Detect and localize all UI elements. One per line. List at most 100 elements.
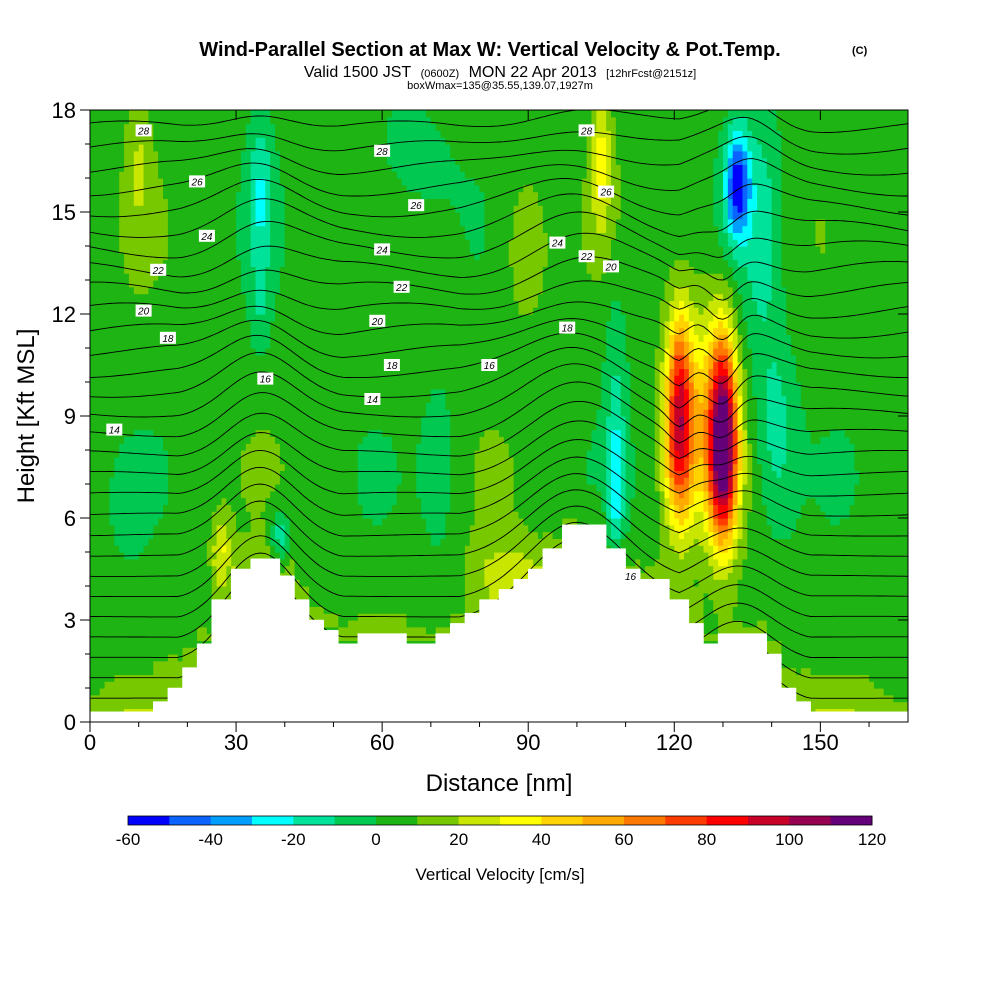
- velocity-cell: [313, 606, 320, 614]
- velocity-cell: [313, 429, 320, 437]
- velocity-cell: [114, 511, 120, 519]
- velocity-cell: [158, 130, 164, 138]
- velocity-cell: [124, 246, 130, 254]
- velocity-cell: [338, 450, 344, 458]
- velocity-cell: [313, 259, 320, 267]
- velocity-cell: [206, 558, 213, 567]
- velocity-cell: [177, 409, 184, 417]
- velocity-cell: [167, 511, 174, 519]
- velocity-cell: [177, 314, 184, 322]
- velocity-cell: [158, 314, 164, 322]
- velocity-cell: [221, 416, 227, 424]
- velocity-cell: [236, 123, 242, 131]
- velocity-cell: [250, 531, 257, 539]
- velocity-cell: [231, 422, 237, 431]
- velocity-cell: [128, 538, 135, 546]
- velocity-cell: [348, 586, 354, 594]
- velocity-cell: [109, 123, 115, 131]
- velocity-cell: [333, 232, 339, 240]
- velocity-cell: [226, 293, 232, 301]
- velocity-cell: [250, 484, 257, 492]
- velocity-cell: [338, 327, 344, 335]
- velocity-cell: [245, 178, 252, 186]
- velocity-cell: [211, 239, 218, 247]
- velocity-cell: [119, 293, 125, 301]
- velocity-cell: [133, 164, 140, 172]
- velocity-cell: [348, 341, 354, 349]
- velocity-cell: [148, 531, 154, 539]
- velocity-cell: [148, 450, 154, 458]
- velocity-cell: [99, 620, 106, 628]
- velocity-cell: [265, 212, 271, 220]
- velocity-cell: [299, 123, 305, 131]
- velocity-cell: [104, 579, 111, 587]
- velocity-cell: [245, 164, 252, 172]
- velocity-cell: [201, 280, 208, 288]
- velocity-cell: [138, 599, 145, 607]
- velocity-cell: [158, 484, 164, 492]
- velocity-cell: [333, 409, 339, 417]
- velocity-cell: [318, 300, 325, 308]
- velocity-cell: [323, 558, 330, 567]
- velocity-cell: [352, 518, 359, 526]
- velocity-cell: [255, 116, 262, 125]
- velocity-cell: [128, 164, 135, 172]
- velocity-cell: [124, 314, 130, 322]
- velocity-cell: [284, 395, 291, 403]
- velocity-cell: [138, 538, 145, 546]
- velocity-cell: [201, 116, 208, 125]
- velocity-cell: [109, 599, 115, 607]
- velocity-cell: [318, 450, 325, 458]
- velocity-cell: [318, 327, 325, 335]
- velocity-cell: [172, 232, 179, 240]
- velocity-cell: [104, 626, 111, 635]
- velocity-cell: [177, 327, 184, 335]
- velocity-cell: [318, 354, 325, 363]
- velocity-cell: [236, 456, 242, 465]
- velocity-cell: [348, 144, 354, 152]
- velocity-cell: [124, 490, 130, 499]
- velocity-cell: [236, 402, 242, 410]
- velocity-cell: [279, 225, 286, 233]
- velocity-cell: [343, 633, 349, 641]
- velocity-cell: [90, 552, 96, 560]
- velocity-cell: [99, 252, 106, 261]
- velocity-cell: [114, 361, 120, 369]
- velocity-cell: [255, 490, 262, 499]
- velocity-cell: [177, 633, 184, 641]
- velocity-cell: [250, 382, 257, 390]
- velocity-cell: [211, 327, 218, 335]
- velocity-cell: [275, 545, 281, 553]
- velocity-cell: [352, 225, 359, 233]
- velocity-cell: [338, 518, 344, 526]
- velocity-cell: [284, 123, 291, 131]
- velocity-cell: [143, 565, 150, 573]
- velocity-cell: [124, 681, 130, 689]
- velocity-cell: [104, 157, 111, 165]
- velocity-cell: [275, 531, 281, 539]
- velocity-cell: [236, 416, 242, 424]
- velocity-cell: [109, 205, 115, 213]
- velocity-cell: [284, 130, 291, 138]
- velocity-cell: [153, 218, 159, 227]
- velocity-cell: [99, 212, 106, 220]
- velocity-cell: [138, 701, 145, 709]
- velocity-cell: [226, 300, 232, 308]
- velocity-cell: [352, 123, 359, 131]
- velocity-cell: [299, 130, 305, 138]
- velocity-cell: [299, 409, 305, 417]
- velocity-cell: [265, 531, 271, 539]
- velocity-cell: [99, 273, 106, 281]
- velocity-cell: [275, 552, 281, 560]
- velocity-cell: [289, 565, 296, 573]
- velocity-cell: [114, 314, 120, 322]
- velocity-cell: [270, 171, 276, 179]
- velocity-cell: [138, 354, 145, 363]
- velocity-cell: [250, 327, 257, 335]
- velocity-cell: [323, 382, 330, 390]
- velocity-cell: [94, 388, 101, 397]
- velocity-cell: [338, 307, 344, 315]
- velocity-cell: [284, 463, 291, 471]
- velocity-cell: [270, 273, 276, 281]
- velocity-cell: [221, 470, 227, 478]
